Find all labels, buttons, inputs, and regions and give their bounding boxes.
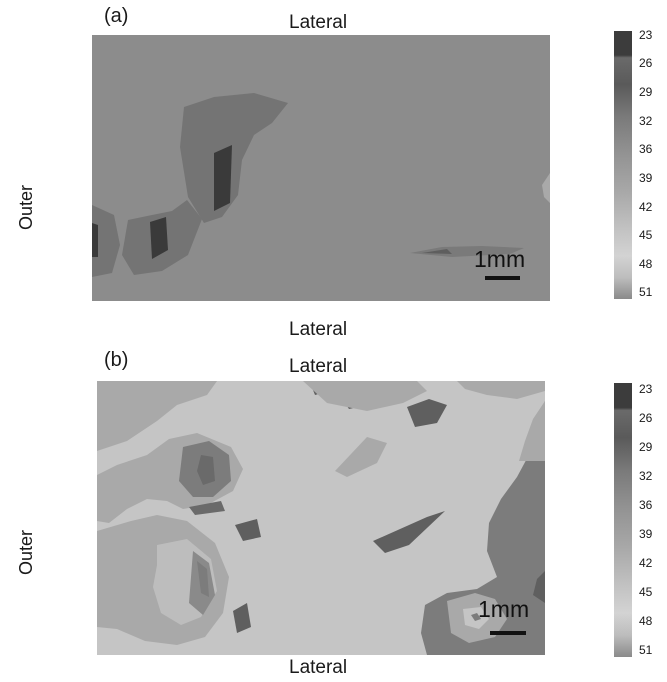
region-small-dark-2 <box>235 519 261 541</box>
colorbar-a <box>614 31 632 299</box>
colorbar-tick: 32 <box>639 469 653 483</box>
panel-tag: (b) <box>104 349 129 371</box>
colorbar-gradient <box>614 31 632 299</box>
colorbar-tick: 29 <box>639 85 653 99</box>
region-right-column-light <box>519 391 545 461</box>
scale-bar <box>485 276 520 280</box>
top-axis-label: Lateral <box>289 356 348 377</box>
side-axis-label: Outer <box>16 529 36 575</box>
colorbar-tick: 26 <box>639 56 653 70</box>
colorbar-tick: 36 <box>639 142 653 156</box>
colorbar-tick: 26 <box>639 411 653 425</box>
colorbar-tick: 23 <box>639 382 653 396</box>
region-lower-left-core <box>150 217 168 259</box>
colorbar-gradient <box>614 383 632 657</box>
panel-a: (a) Lateral Lateral Outer 1mm <box>0 0 667 340</box>
colorbar-tick: 42 <box>639 200 653 214</box>
colorbar-tick: 45 <box>639 585 653 599</box>
region-small-dark-3 <box>233 603 251 633</box>
region-mid-triangle <box>335 437 387 477</box>
colorbar-tick: 51 <box>639 285 653 299</box>
region-right-triangle <box>373 511 445 553</box>
region-left-middle-core <box>197 455 215 485</box>
region-streak-core <box>422 249 452 254</box>
colorbar-tick: 51 <box>639 643 653 657</box>
top-axis-label: Lateral <box>289 12 348 33</box>
colorbar-tick: 36 <box>639 498 653 512</box>
bottom-axis-label: Lateral <box>289 657 348 678</box>
scale-bar <box>490 631 526 635</box>
colorbar-tick: 29 <box>639 440 653 454</box>
colorbar-tick: 48 <box>639 257 653 271</box>
contour-map-a <box>92 35 550 301</box>
panel-b: (b) Lateral Lateral Outer <box>0 345 667 682</box>
colorbar-tick: 32 <box>639 114 653 128</box>
region-right-edge-dark <box>533 571 545 603</box>
region-central-core <box>214 145 232 211</box>
colorbar-tick: 23 <box>639 28 653 42</box>
region-streak <box>410 246 524 257</box>
region-top-left <box>97 381 217 451</box>
region-top-center <box>303 381 427 411</box>
region-left-lower-streak <box>197 561 209 597</box>
bottom-axis-label: Lateral <box>289 319 348 340</box>
colorbar-tick: 45 <box>639 228 653 242</box>
region-left-edge-core <box>92 223 98 257</box>
region-top-right <box>457 381 545 399</box>
scale-bar-label: 1mm <box>478 596 530 622</box>
colorbar-tick: 48 <box>639 614 653 628</box>
region-right-column-point <box>471 613 481 621</box>
colorbar-tick: 42 <box>639 556 653 570</box>
side-axis-label: Outer <box>16 184 36 230</box>
region-right-column <box>421 401 545 655</box>
colorbar-tick: 39 <box>639 171 653 185</box>
region-right-edge <box>542 173 550 203</box>
panel-tag: (a) <box>104 5 129 27</box>
region-small-dark-1 <box>189 501 225 515</box>
region-left-edge <box>92 205 120 277</box>
contour-map-b <box>97 381 545 655</box>
region-central <box>180 93 288 223</box>
region-small-dark-6 <box>407 399 447 427</box>
colorbar-b <box>614 383 632 657</box>
colorbar-tick: 39 <box>639 527 653 541</box>
scale-bar-label: 1mm <box>474 246 526 272</box>
